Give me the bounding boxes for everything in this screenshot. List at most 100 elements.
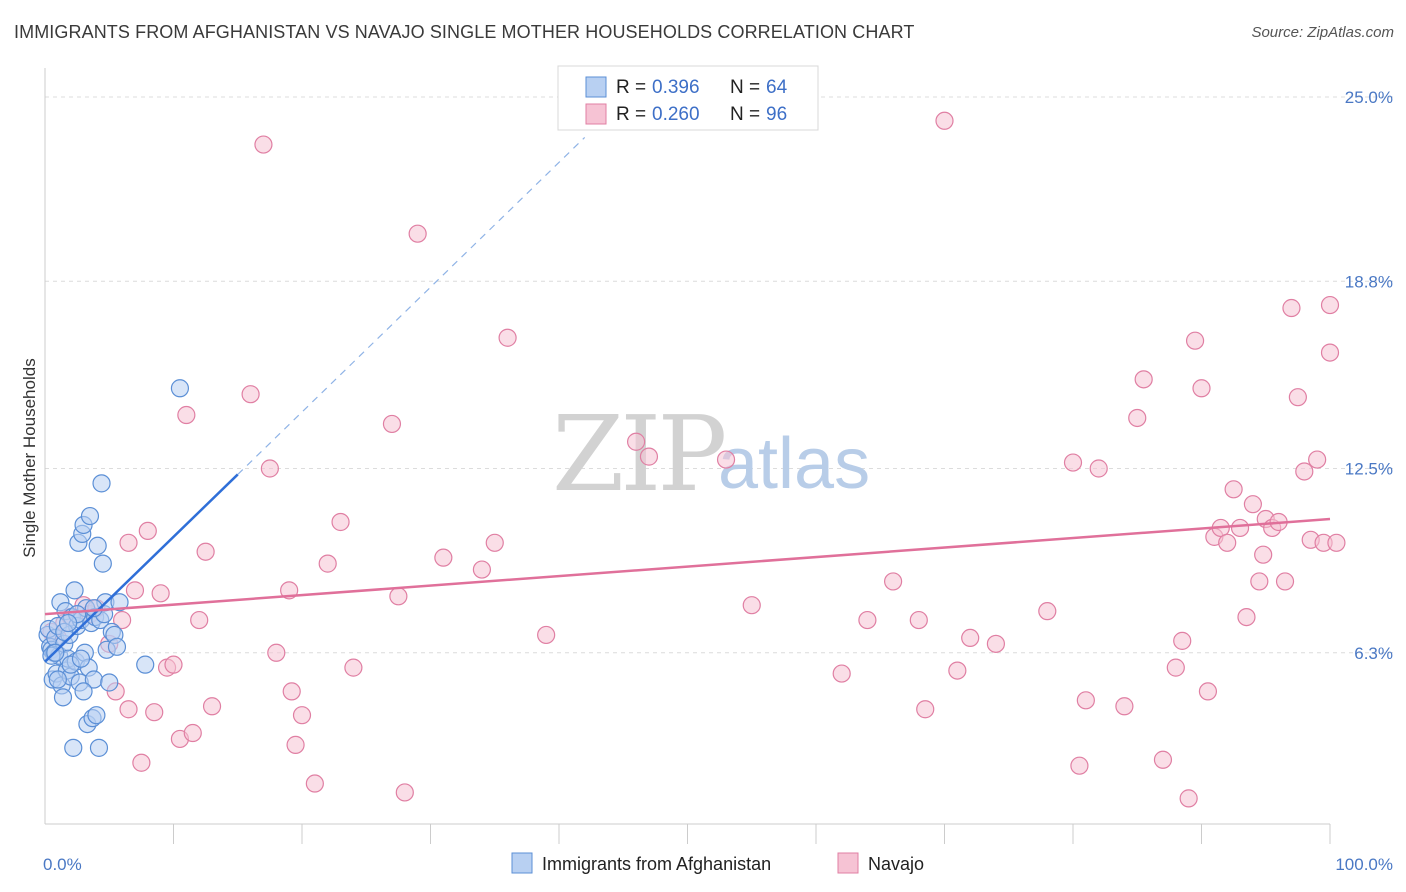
point-afghanistan xyxy=(89,738,109,757)
point-navajo xyxy=(190,610,209,630)
point-navajo xyxy=(1198,682,1218,701)
point-navajo xyxy=(498,328,517,347)
point-afghanistan xyxy=(110,593,129,612)
point-navajo xyxy=(286,735,305,754)
point-navajo xyxy=(132,753,151,772)
point-navajo xyxy=(1254,545,1273,564)
tick-labels: 6.3% 12.5% 18.8% 25.0% 0.0% 100.0% xyxy=(43,88,1393,874)
point-navajo xyxy=(485,533,504,552)
point-navajo xyxy=(145,703,164,722)
point-navajo xyxy=(305,774,324,793)
point-afghanistan xyxy=(92,474,111,493)
point-navajo xyxy=(177,405,196,425)
point-afghanistan xyxy=(74,682,93,701)
point-navajo xyxy=(948,661,967,680)
point-afghanistan xyxy=(65,581,84,600)
point-navajo xyxy=(1089,459,1108,478)
chart-title: IMMIGRANTS FROM AFGHANISTAN VS NAVAJO SI… xyxy=(14,22,915,42)
point-navajo xyxy=(1134,370,1153,389)
y-tick-label: 12.5% xyxy=(1345,460,1393,479)
point-navajo xyxy=(119,533,138,552)
point-navajo xyxy=(254,135,273,154)
watermark: ZIP atlas xyxy=(552,393,870,515)
point-navajo xyxy=(986,634,1006,653)
point-navajo xyxy=(1230,518,1250,538)
point-navajo xyxy=(434,548,453,567)
watermark-atlas: atlas xyxy=(718,424,870,504)
point-navajo xyxy=(1179,789,1198,808)
point-navajo xyxy=(125,581,145,600)
point-navajo xyxy=(832,664,851,683)
point-afghanistan xyxy=(170,379,190,398)
trend-line-afghanistan-extension xyxy=(237,136,586,475)
point-navajo xyxy=(1218,533,1237,552)
point-navajo xyxy=(267,643,286,662)
point-navajo xyxy=(1192,379,1211,398)
point-afghanistan xyxy=(88,536,107,555)
point-navajo xyxy=(916,700,935,719)
point-navajo xyxy=(260,459,279,478)
legend-swatch-navajo xyxy=(837,852,859,874)
point-navajo xyxy=(639,447,659,466)
point-navajo xyxy=(472,560,491,579)
point-navajo xyxy=(1153,750,1173,769)
source-label: Source: ZipAtlas.com xyxy=(1251,24,1394,41)
legend-n-label-2: N = xyxy=(730,104,760,125)
point-navajo xyxy=(1288,388,1307,407)
point-navajo xyxy=(1173,631,1192,650)
point-navajo xyxy=(858,610,877,630)
point-navajo xyxy=(716,450,736,469)
point-navajo xyxy=(112,610,132,630)
legend-n-value-2: 96 xyxy=(766,104,787,125)
y-tick-label: 18.8% xyxy=(1345,272,1393,291)
point-navajo xyxy=(202,697,222,716)
y-tick-label: 25.0% xyxy=(1345,88,1393,107)
point-navajo xyxy=(344,658,363,677)
axes xyxy=(44,68,1331,844)
point-navajo xyxy=(1224,480,1243,499)
point-afghanistan xyxy=(64,738,83,757)
trend-line-navajo xyxy=(44,517,1331,616)
point-navajo xyxy=(1295,462,1314,481)
point-navajo xyxy=(164,655,183,674)
point-navajo xyxy=(138,521,157,541)
point-navajo xyxy=(1282,298,1301,318)
point-navajo xyxy=(935,111,954,130)
gridlines xyxy=(45,96,1395,654)
point-navajo xyxy=(883,572,903,591)
point-navajo xyxy=(331,512,350,532)
point-afghanistan xyxy=(136,655,155,674)
trend-lines xyxy=(44,136,1331,663)
point-navajo xyxy=(1250,572,1269,591)
point-navajo xyxy=(909,610,928,630)
point-navajo xyxy=(1063,453,1083,472)
legend-afghanistan: Immigrants from Afghanistan xyxy=(542,854,771,874)
point-navajo xyxy=(318,554,337,573)
legend-navajo: Navajo xyxy=(868,854,924,874)
point-afghanistan xyxy=(53,688,73,707)
point-navajo xyxy=(626,432,646,451)
point-navajo xyxy=(1128,408,1147,428)
point-afghanistan xyxy=(80,506,100,526)
trend-line-afghanistan xyxy=(44,473,239,663)
point-navajo xyxy=(395,783,414,802)
legend-swatch-pink xyxy=(585,103,607,125)
point-navajo xyxy=(1275,572,1295,591)
point-navajo xyxy=(537,625,556,645)
point-navajo xyxy=(151,584,170,603)
point-navajo xyxy=(1070,756,1089,775)
point-navajo xyxy=(119,700,138,719)
point-afghanistan xyxy=(59,613,78,633)
data-points xyxy=(38,111,1346,808)
point-afghanistan xyxy=(93,554,112,573)
point-afghanistan xyxy=(107,637,127,656)
point-navajo xyxy=(183,723,202,743)
point-navajo xyxy=(1038,602,1057,621)
point-afghanistan xyxy=(48,670,67,689)
point-navajo xyxy=(1327,533,1346,552)
legend-r-value-1: 0.396 xyxy=(652,77,700,98)
point-navajo xyxy=(389,587,408,606)
point-navajo xyxy=(961,628,980,648)
stats-legend: R = 0.396 N = 64 R = 0.260 N = 96 xyxy=(557,65,819,131)
